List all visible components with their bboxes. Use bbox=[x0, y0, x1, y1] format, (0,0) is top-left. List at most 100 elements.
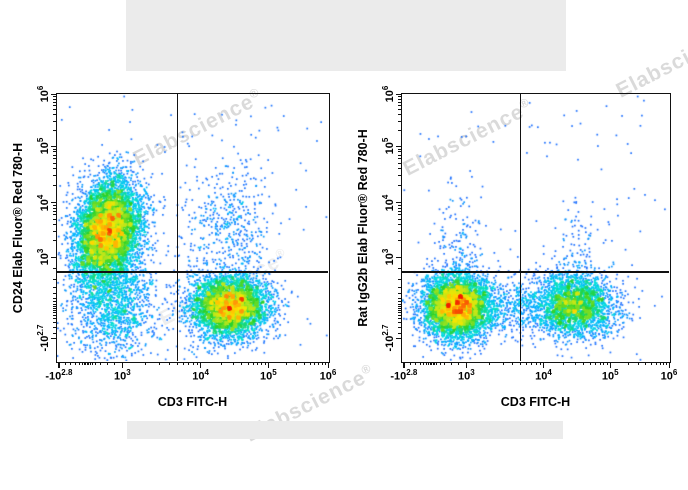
tick-exponent: 2.7 bbox=[36, 324, 46, 336]
y-axis-minor-tick bbox=[53, 207, 56, 209]
y-axis-minor-tick bbox=[53, 307, 56, 309]
quadrant-vline bbox=[519, 94, 522, 361]
x-axis-minor-tick bbox=[75, 362, 76, 365]
x-axis-minor-tick bbox=[309, 362, 311, 365]
x-axis-minor-tick bbox=[318, 362, 320, 365]
y-axis-minor-tick bbox=[53, 98, 56, 100]
y-axis-minor-tick bbox=[398, 240, 401, 242]
y-axis-minor-tick bbox=[398, 204, 401, 206]
x-axis-minor-tick bbox=[159, 362, 161, 365]
tick-exponent: 6 bbox=[672, 368, 678, 377]
y-axis-minor-tick bbox=[398, 151, 401, 153]
tick-exponent: 5 bbox=[381, 137, 391, 143]
tick-value: 10 bbox=[660, 370, 673, 383]
y-axis-minor-tick bbox=[398, 303, 401, 305]
x-tick-label: 104 bbox=[192, 369, 209, 383]
y-axis-minor-tick bbox=[398, 312, 401, 314]
y-axis-minor-tick bbox=[53, 154, 56, 156]
y-axis-minor-tick bbox=[398, 185, 401, 187]
y-tick-label: 106 bbox=[36, 85, 51, 103]
x-axis-minor-tick bbox=[409, 362, 411, 365]
tick-exponent: 2.7 bbox=[381, 324, 391, 336]
y-axis-minor-tick bbox=[398, 175, 401, 177]
x-axis-minor-tick bbox=[665, 362, 667, 365]
tick-value: 10 bbox=[383, 90, 396, 103]
x-axis-minor-tick bbox=[659, 362, 661, 365]
x-axis-minor-tick bbox=[512, 362, 514, 365]
y-axis-minor-tick bbox=[53, 268, 56, 270]
y-axis-minor-tick bbox=[53, 214, 56, 216]
tick-exponent: 4 bbox=[36, 194, 46, 199]
x-axis-minor-tick bbox=[606, 362, 608, 365]
y-axis-minor-tick bbox=[53, 230, 56, 232]
y-axis-minor-tick bbox=[53, 332, 56, 334]
y-axis-minor-tick bbox=[398, 101, 401, 103]
x-axis-minor-tick bbox=[196, 362, 198, 365]
y-axis-minor-tick bbox=[53, 315, 56, 317]
tick-value: 10 bbox=[535, 370, 548, 383]
plot-right: -102.8 103 104 105 106 -102.7 103 104 105 106 CD3 … bbox=[356, 86, 677, 409]
x-axis-minor-tick bbox=[637, 362, 639, 365]
y-axis-minor-tick bbox=[53, 218, 56, 220]
y-axis-minor-tick bbox=[398, 322, 401, 324]
x-axis-minor-tick bbox=[434, 362, 436, 365]
tick-value: 10 bbox=[319, 370, 332, 383]
tick-exponent: 6 bbox=[36, 85, 46, 91]
x-axis-minor-tick bbox=[431, 362, 433, 365]
tick-value: 10 bbox=[383, 142, 396, 155]
y-axis-minor-tick bbox=[398, 95, 401, 97]
x-axis-minor-tick bbox=[188, 362, 189, 365]
x-axis-minor-tick bbox=[247, 362, 249, 365]
y-axis-minor-tick bbox=[53, 286, 56, 288]
x-axis-minor-tick bbox=[414, 362, 416, 365]
x-axis-minor-tick bbox=[83, 362, 85, 365]
tick-value: -10 bbox=[45, 370, 62, 383]
x-axis-minor-tick bbox=[321, 362, 323, 365]
y-axis-minor-tick bbox=[398, 207, 401, 209]
y-axis-minor-tick bbox=[53, 210, 56, 212]
watermark-text: Elabscience® bbox=[612, 17, 688, 104]
x-axis-minor-tick bbox=[655, 362, 657, 365]
x-axis-minor-tick bbox=[535, 362, 537, 365]
y-axis-minor-tick bbox=[53, 158, 56, 160]
x-axis-minor-tick bbox=[232, 362, 234, 365]
y-axis-minor-tick bbox=[53, 130, 56, 132]
x-axis-tick bbox=[267, 362, 270, 368]
y-tick-label: 103 bbox=[36, 249, 51, 266]
y-axis-minor-tick bbox=[53, 204, 56, 206]
y-tick-label: -102.7 bbox=[36, 324, 51, 352]
x-axis-minor-tick bbox=[489, 362, 491, 365]
x-axis-minor-tick bbox=[114, 362, 116, 365]
y-axis-minor-tick bbox=[398, 309, 401, 311]
x-axis-minor-tick bbox=[539, 362, 541, 365]
tick-value: 10 bbox=[601, 370, 615, 383]
x-axis-tick bbox=[668, 362, 670, 368]
x-axis-minor-tick bbox=[252, 362, 254, 365]
x-axis-minor-tick bbox=[91, 362, 93, 365]
y-axis-minor-tick bbox=[53, 95, 56, 97]
y-axis-minor-tick bbox=[398, 318, 401, 320]
y-tick-label: 105 bbox=[36, 138, 51, 155]
x-tick-label: 106 bbox=[320, 369, 337, 383]
y-axis-minor-tick bbox=[398, 315, 401, 317]
y-axis-minor-tick bbox=[398, 98, 401, 100]
tick-exponent: 2.8 bbox=[61, 368, 73, 377]
y-axis-minor-tick bbox=[398, 130, 401, 132]
y-axis-minor-tick bbox=[53, 301, 56, 303]
x-axis-minor-tick bbox=[650, 362, 652, 365]
x-axis-tick bbox=[200, 362, 202, 368]
y-axis-minor-tick bbox=[398, 148, 401, 150]
tick-value: 10 bbox=[38, 253, 51, 266]
y-axis-minor-tick bbox=[53, 309, 56, 311]
x-axis-minor-tick bbox=[662, 362, 664, 365]
y-axis-minor-tick bbox=[53, 185, 56, 187]
y-axis-minor-tick bbox=[398, 223, 401, 225]
y-axis-tick bbox=[50, 202, 56, 204]
tick-exponent: 5 bbox=[272, 368, 277, 377]
x-axis-minor-tick bbox=[428, 362, 430, 365]
y-axis-tick bbox=[50, 145, 56, 148]
x-axis-minor-tick bbox=[257, 362, 259, 365]
x-axis-minor-tick bbox=[531, 362, 533, 365]
y-axis-minor-tick bbox=[398, 218, 401, 220]
x-axis-minor-tick bbox=[64, 362, 66, 365]
